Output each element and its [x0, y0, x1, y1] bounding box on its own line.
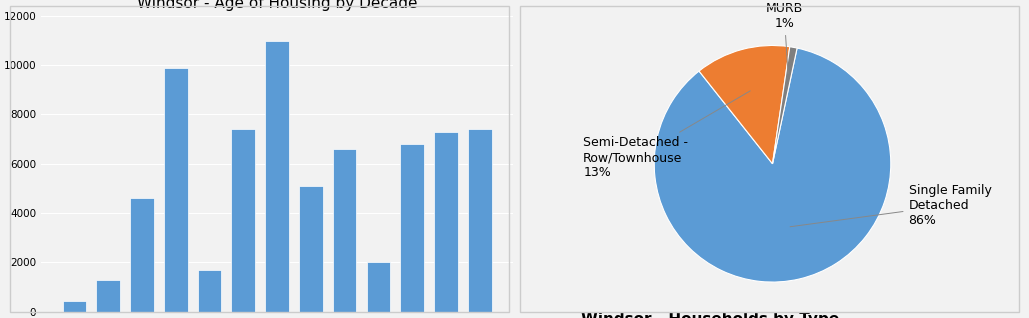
Wedge shape — [699, 45, 790, 164]
Bar — [97, 280, 120, 312]
Bar — [468, 129, 492, 312]
Title: Windsor - Age of Housing by Decade: Windsor - Age of Housing by Decade — [137, 0, 418, 10]
Bar — [232, 129, 255, 312]
Text: Semi-Detached -
Row/Townhouse
13%: Semi-Detached - Row/Townhouse 13% — [583, 91, 750, 179]
Text: Single Family
Detached
86%: Single Family Detached 86% — [790, 184, 991, 227]
Bar — [265, 41, 289, 312]
Bar — [434, 132, 458, 312]
Bar — [198, 270, 221, 312]
Text: Windsor - Households by Type: Windsor - Households by Type — [580, 312, 839, 318]
Bar — [400, 144, 424, 312]
Bar — [130, 198, 153, 312]
Wedge shape — [773, 47, 797, 164]
Bar — [332, 149, 356, 312]
Bar — [164, 68, 187, 312]
Bar — [366, 262, 390, 312]
Text: MURB
1%: MURB 1% — [766, 2, 803, 74]
Bar — [299, 186, 323, 312]
Bar — [63, 301, 86, 312]
Wedge shape — [654, 48, 891, 282]
